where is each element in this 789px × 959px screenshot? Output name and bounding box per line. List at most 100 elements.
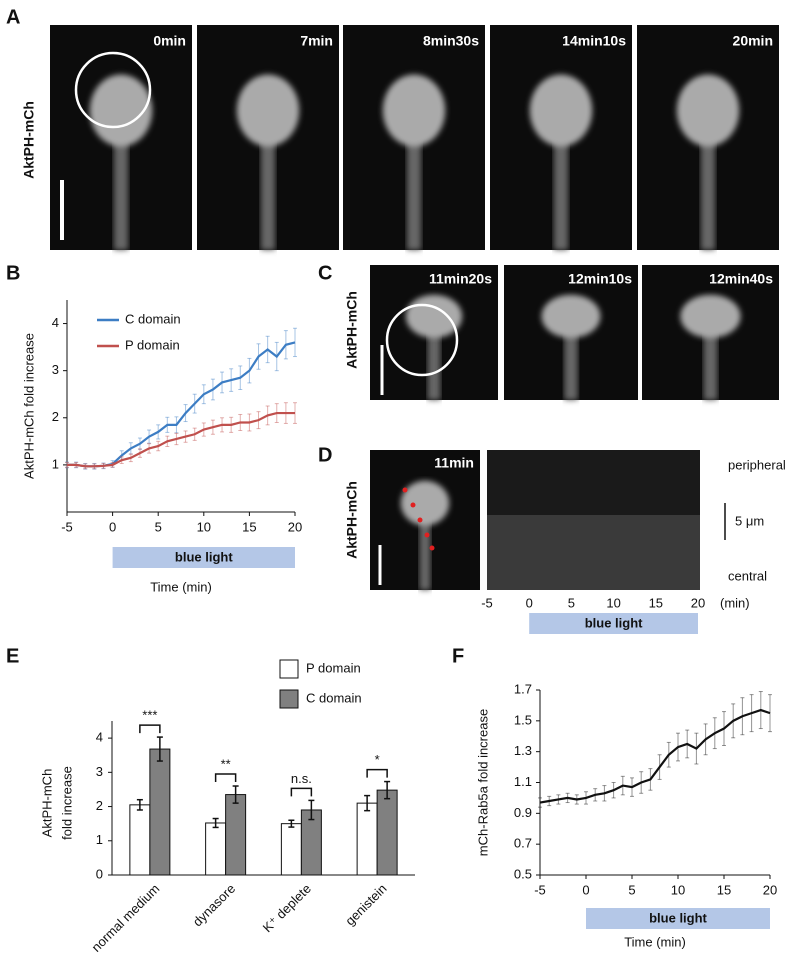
frame-time: 14min10s bbox=[562, 33, 626, 49]
bar bbox=[129, 804, 151, 876]
frame-time: 12min40s bbox=[709, 271, 773, 287]
cell-neck bbox=[553, 126, 569, 250]
x-tick-label: 5 bbox=[628, 882, 635, 897]
x-tick-label: 20 bbox=[691, 595, 705, 610]
significance-label: ** bbox=[221, 756, 231, 771]
axis-label: AktPH-mCh fold increase bbox=[21, 333, 36, 479]
y-tick-label: 4 bbox=[96, 730, 103, 745]
x-tick-label: -5 bbox=[481, 595, 493, 610]
frame-time: 12min10s bbox=[568, 271, 632, 287]
y-tick-label: 2 bbox=[96, 798, 103, 813]
y-tick-label: 0 bbox=[96, 866, 103, 881]
light-bar bbox=[586, 908, 770, 929]
cell-neck bbox=[419, 513, 431, 590]
axis-label: AktPH-mCh bbox=[344, 481, 360, 559]
frame-time: 11min bbox=[434, 455, 474, 471]
x-tick-label: -5 bbox=[534, 882, 546, 897]
frame-time: 0min bbox=[153, 33, 186, 49]
cell-neck bbox=[406, 126, 422, 250]
x-tick-label: 5 bbox=[568, 595, 575, 610]
y-tick-label: 1 bbox=[96, 832, 103, 847]
y-tick-label: 0.7 bbox=[514, 836, 532, 851]
significance-bracket bbox=[139, 724, 161, 734]
frame-time: 8min30s bbox=[423, 33, 479, 49]
panel-letter: D bbox=[318, 444, 332, 466]
light-label: blue light bbox=[649, 910, 707, 925]
roi-circle bbox=[385, 303, 459, 377]
x-axis-label: Time (min) bbox=[150, 579, 212, 594]
x-tick-label: 20 bbox=[288, 519, 302, 534]
x-tick-label: -5 bbox=[61, 519, 73, 534]
x-tick-label: 15 bbox=[242, 519, 256, 534]
cell-neck bbox=[700, 126, 716, 250]
panel-letter: B bbox=[6, 262, 20, 284]
scale-label: 5 μm bbox=[735, 513, 764, 528]
legend-label: C domain bbox=[306, 690, 362, 705]
axis-label: mCh-Rab5a fold increase bbox=[475, 709, 490, 856]
bar bbox=[225, 794, 247, 876]
axis-label: AktPH-mCh bbox=[344, 291, 360, 369]
significance-label: n.s. bbox=[291, 771, 312, 786]
bar bbox=[149, 748, 171, 876]
roi-circle bbox=[74, 51, 152, 129]
cell-body bbox=[541, 294, 601, 338]
cell-body bbox=[405, 294, 463, 338]
trace-dot bbox=[410, 502, 416, 508]
cell-body bbox=[382, 74, 446, 147]
cell-body bbox=[89, 74, 153, 147]
axis-label: AktPH-mCh bbox=[39, 769, 54, 838]
frame-time: 11min20s bbox=[429, 271, 492, 287]
bar bbox=[205, 822, 227, 876]
legend-swatch bbox=[279, 659, 299, 679]
cell-neck bbox=[113, 126, 129, 250]
x-tick-label: 20 bbox=[763, 882, 777, 897]
trace-dot bbox=[402, 487, 408, 493]
series-line bbox=[539, 708, 771, 804]
y-tick-label: 1.1 bbox=[514, 774, 532, 789]
x-unit: (min) bbox=[720, 595, 750, 610]
legend-label: P domain bbox=[125, 337, 180, 352]
cell-neck bbox=[260, 126, 276, 250]
y-tick-label: 1.7 bbox=[514, 681, 532, 696]
legend-label: C domain bbox=[125, 311, 181, 326]
x-tick-label: 10 bbox=[671, 882, 685, 897]
y-tick-label: 0.5 bbox=[514, 866, 532, 881]
bar bbox=[356, 802, 378, 876]
x-tick-label: 5 bbox=[155, 519, 162, 534]
x-tick-label: 10 bbox=[606, 595, 620, 610]
light-label: blue light bbox=[585, 615, 643, 630]
significance-bracket bbox=[366, 768, 388, 778]
axis-label: fold increase bbox=[59, 766, 74, 840]
side-label: peripheral bbox=[728, 457, 786, 472]
cell-body bbox=[680, 294, 741, 338]
x-axis-label: Time (min) bbox=[624, 934, 686, 949]
bar bbox=[376, 789, 398, 876]
cell-neck bbox=[564, 325, 578, 400]
trace-dot bbox=[429, 545, 435, 551]
cell-neck bbox=[703, 325, 718, 400]
x-tick-label: 15 bbox=[717, 882, 731, 897]
x-tick-label: 15 bbox=[649, 595, 663, 610]
x-tick-label: 10 bbox=[197, 519, 211, 534]
light-label: blue light bbox=[175, 549, 233, 564]
series-line bbox=[67, 411, 295, 468]
kymograph-band bbox=[487, 515, 700, 590]
light-bar bbox=[112, 547, 295, 568]
x-tick-label: 0 bbox=[582, 882, 589, 897]
y-tick-label: 1.3 bbox=[514, 743, 532, 758]
panel-letter: F bbox=[452, 645, 464, 667]
side-label: central bbox=[728, 568, 767, 583]
trace-dot bbox=[417, 517, 423, 523]
cell-body bbox=[400, 480, 450, 526]
y-tick-label: 1 bbox=[52, 456, 59, 471]
x-tick-label: 0 bbox=[526, 595, 533, 610]
y-tick-label: 2 bbox=[52, 409, 59, 424]
panel-letter: C bbox=[318, 262, 332, 284]
cell-neck bbox=[427, 325, 441, 400]
legend-label: P domain bbox=[306, 660, 361, 675]
x-tick-label: 0 bbox=[109, 519, 116, 534]
light-bar bbox=[529, 613, 698, 634]
significance-bracket bbox=[290, 787, 313, 797]
y-tick-label: 4 bbox=[52, 315, 59, 330]
